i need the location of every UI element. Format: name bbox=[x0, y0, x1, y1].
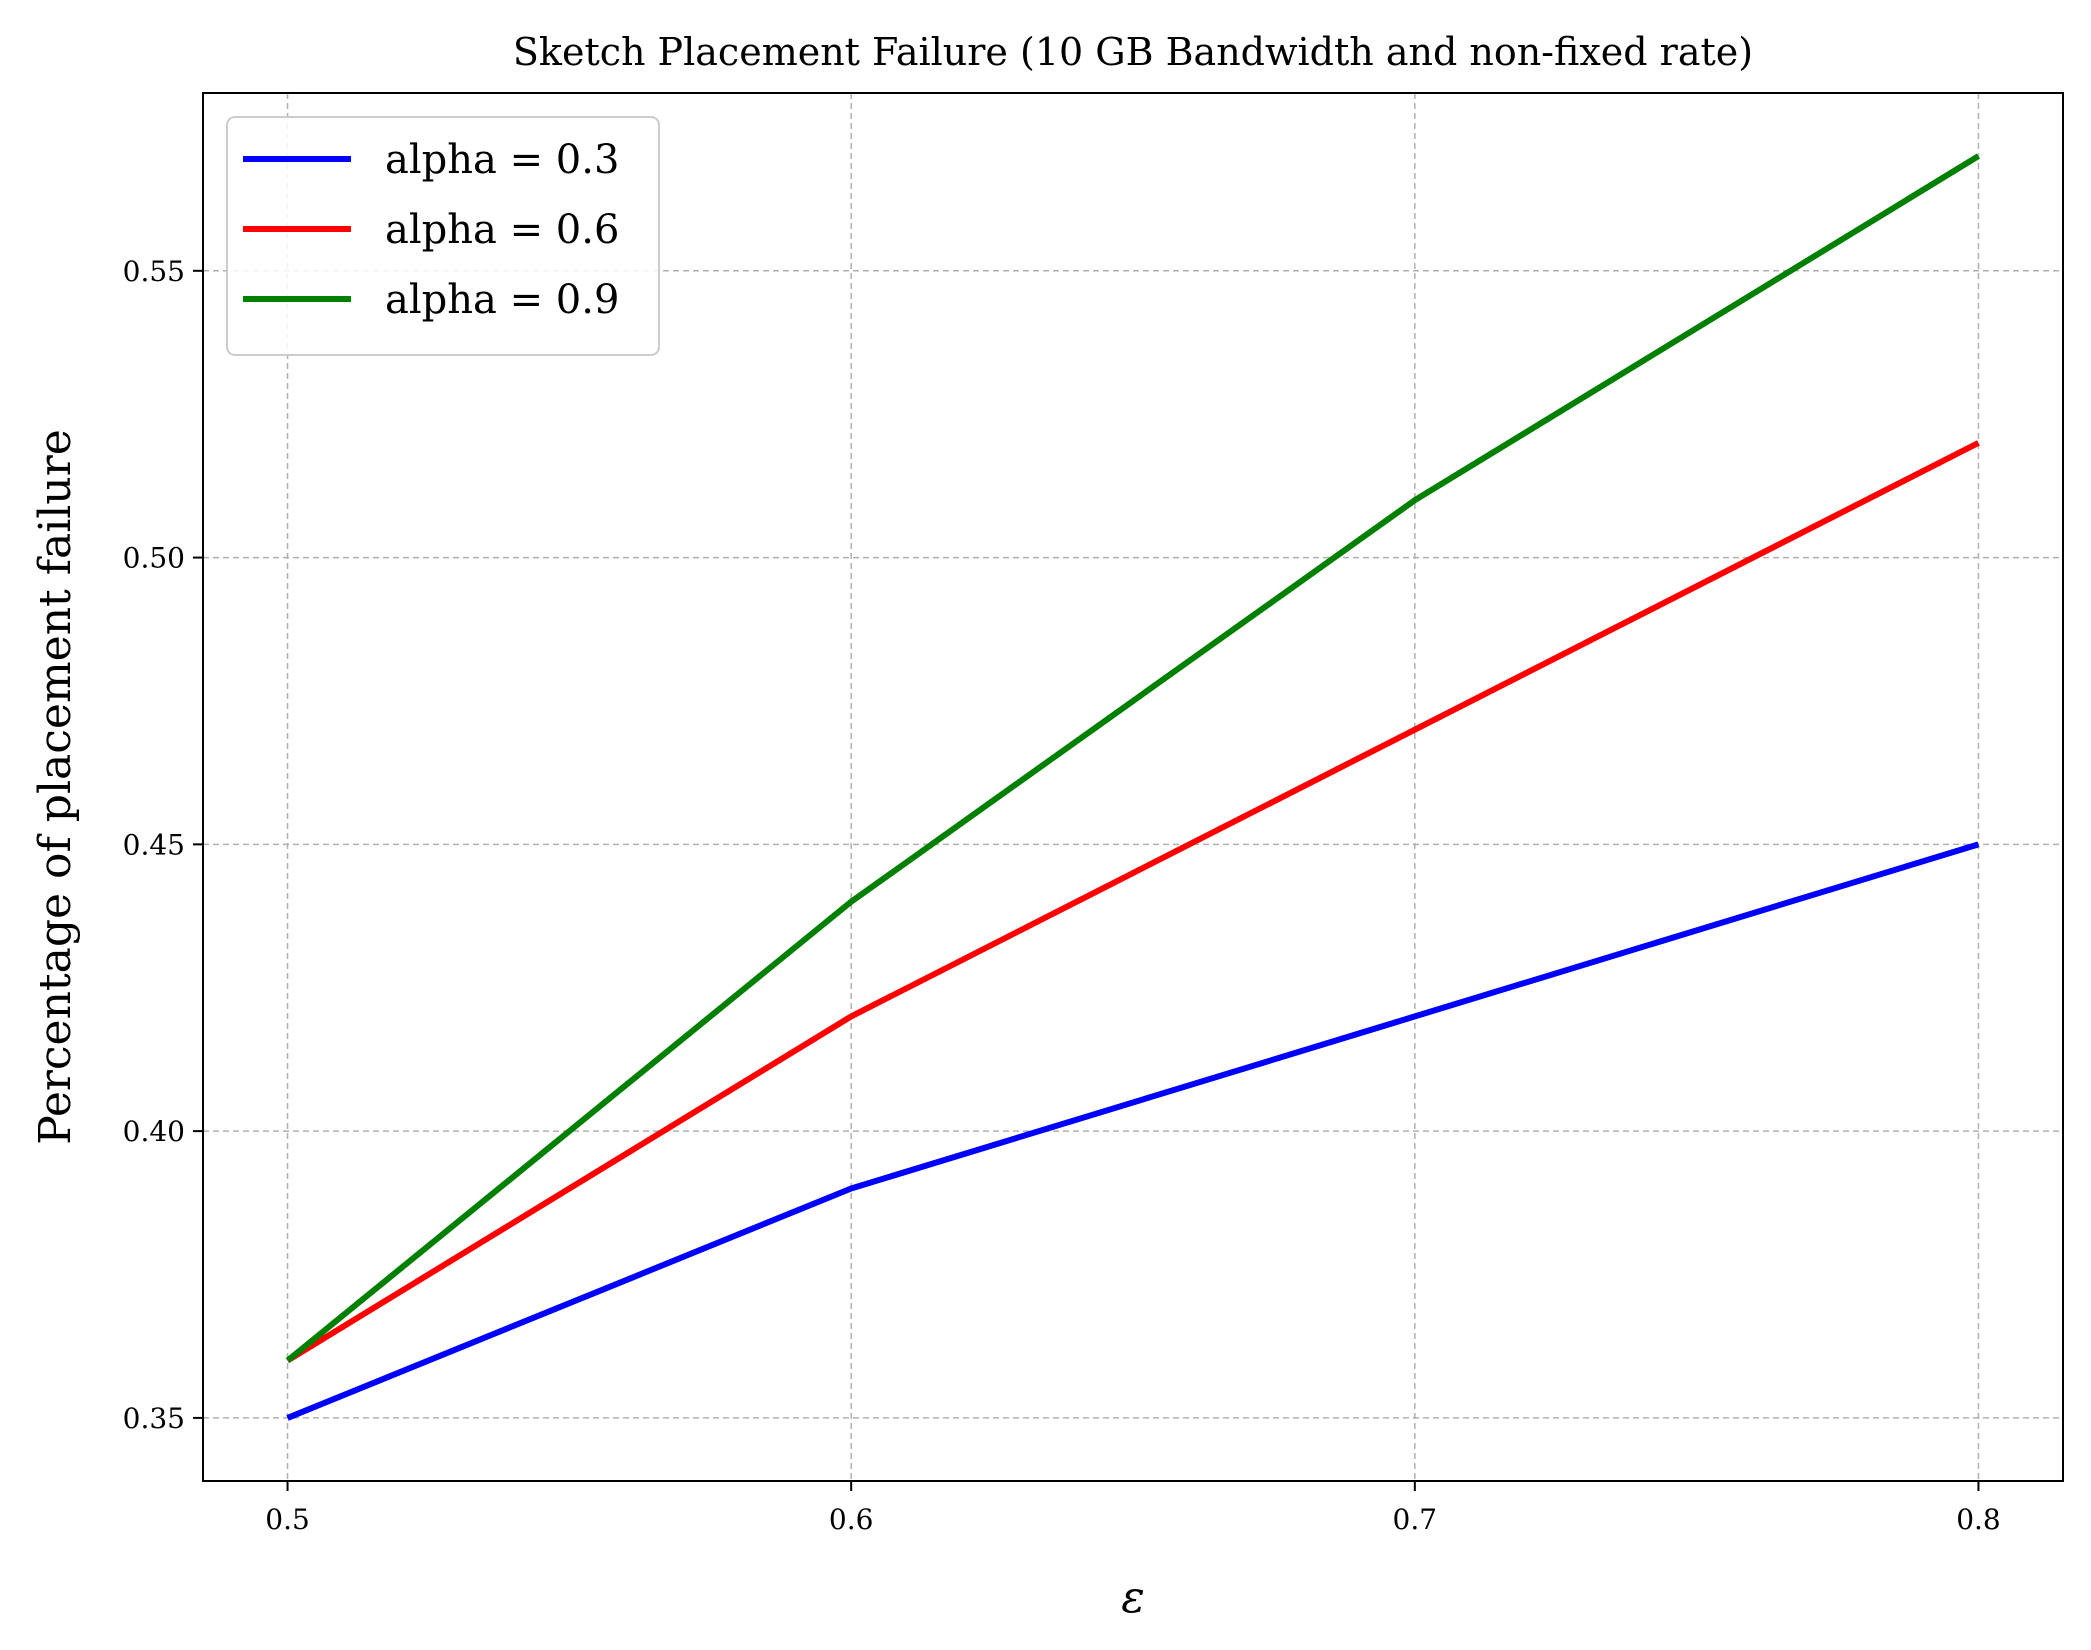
plot-series bbox=[285, 153, 1981, 1421]
legend-label-3: alpha = 0.9 bbox=[385, 277, 619, 323]
y-tick-label: 0.45 bbox=[123, 828, 185, 861]
series-line-1 bbox=[286, 841, 1980, 1421]
y-axis-label: Percentage of placement failure bbox=[30, 429, 81, 1145]
x-tick-label: 0.5 bbox=[265, 1503, 310, 1536]
x-tick-label: 0.7 bbox=[1393, 1503, 1438, 1536]
legend-box bbox=[226, 116, 660, 356]
x-tick-label: 0.8 bbox=[1956, 1503, 2001, 1536]
y-tick-label: 0.35 bbox=[123, 1402, 185, 1435]
series-line-2 bbox=[285, 440, 1980, 1364]
y-tick-label: 0.50 bbox=[123, 542, 185, 575]
legend-label-1: alpha = 0.3 bbox=[385, 137, 619, 183]
x-axis-label: ε bbox=[1121, 1572, 1145, 1623]
plot-frame bbox=[202, 92, 2064, 1482]
y-tick-label: 0.40 bbox=[123, 1115, 185, 1148]
legend: alpha = 0.3 alpha = 0.6 alpha = 0.9 bbox=[226, 116, 660, 356]
legend-label-2: alpha = 0.6 bbox=[385, 207, 619, 253]
x-tick-label: 0.6 bbox=[829, 1503, 874, 1536]
axis-ticks: 0.5 0.6 0.7 0.8 0.35 0.40 0.45 0.50 0.55 bbox=[123, 255, 2001, 1536]
chart-title: Sketch Placement Failure (10 GB Bandwidt… bbox=[513, 30, 1753, 74]
y-tick-label: 0.55 bbox=[123, 255, 185, 288]
series-line-3 bbox=[285, 153, 1981, 1363]
